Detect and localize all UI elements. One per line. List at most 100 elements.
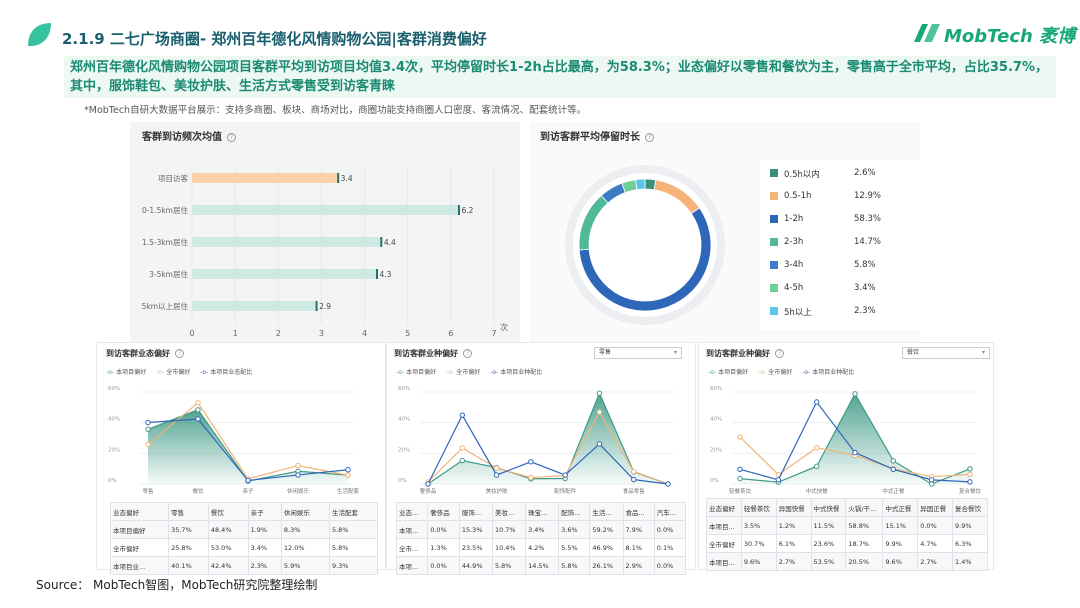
help-icon[interactable]: ?	[227, 132, 236, 142]
series-point	[852, 449, 858, 456]
dining-category-select[interactable]: 餐饮 ▾	[902, 347, 990, 359]
series-point	[665, 481, 671, 487]
category-label: 项目访客	[158, 173, 188, 183]
x-tick-label: 休闲娱乐	[287, 487, 310, 495]
series-point	[145, 426, 151, 432]
legend-entry[interactable]: -o- 全市偏好	[446, 369, 480, 376]
table-header-row: 业态偏好 轻餐茶饮 异国快餐 中式快餐 火锅/干... 中式正餐 异国正餐 复合餐饮	[706, 498, 988, 517]
series-point	[528, 474, 534, 481]
series-line	[427, 413, 669, 485]
x-tick-label: 奢侈品	[420, 487, 437, 495]
legend-label: 本项目业态配比	[208, 369, 253, 376]
mobtech-logo-icon	[914, 24, 940, 42]
x-tick-label: 轻餐茶饮	[729, 487, 752, 495]
x-unit-label: 次	[500, 322, 508, 332]
series-point	[596, 409, 603, 415]
legend-entry: 0.5-1h 12.9%	[766, 189, 916, 205]
platform-note: *MobTech自研大数据平台展示：支持多商圈、板块、商场对比，商圈功能支持商圈…	[84, 105, 587, 116]
table-cell: 26.1%	[589, 556, 624, 575]
table-row: 本项目... 9.6% 2.7% 53.5% 20.5% 9.6% 2.7% 1.4%	[706, 552, 988, 571]
x-tick-label: 配饰配件	[554, 487, 577, 495]
table-cell: 12.0%	[280, 538, 330, 557]
help-icon[interactable]: ?	[645, 132, 654, 142]
y-tick-label: 0%	[398, 478, 407, 484]
retail-preference-line-chart: 0% 20% 40% 60% 奢侈品 美妆护肤 配饰配件 食品零售	[398, 386, 674, 495]
x-tick-label: 餐饮	[192, 487, 204, 495]
table-cell: 8.1%	[622, 538, 655, 557]
bar-end-marker	[337, 173, 340, 183]
table-cell: 40.1%	[168, 556, 209, 575]
series-point	[890, 458, 897, 464]
legend-marker-icon: -o-	[708, 369, 717, 376]
table-cell: 7.9%	[622, 520, 655, 539]
table-cell: 53.5%	[810, 552, 847, 571]
logo-text: MobTech 袤博	[944, 26, 1076, 47]
page-title: 2.1.9 二七广场商圈- 郑州百年德化风情购物公园|客群消费偏好	[62, 30, 487, 48]
table-cell: 全市...	[395, 538, 429, 557]
legend-label: 本项目业种配比	[810, 369, 855, 376]
table-cell: 4.7%	[917, 534, 954, 553]
table-header-cell: 食品...	[622, 502, 655, 521]
table-cell: 5.8%	[328, 520, 379, 539]
table-cell: 9.6%	[740, 552, 777, 571]
legend-entry[interactable]: -o- 本项目业种配比	[490, 369, 542, 376]
y-tick-label: 20%	[398, 447, 410, 453]
legend-entry[interactable]: -o- 本项目偏好	[708, 369, 748, 376]
table-cell: 25.8%	[168, 538, 209, 557]
legend-marker-icon: -o-	[802, 369, 811, 376]
table-cell: 1.9%	[247, 520, 282, 539]
table-cell: 15.1%	[882, 516, 919, 535]
y-tick-label: 60%	[108, 386, 120, 392]
bar-end-marker	[376, 269, 379, 279]
table-cell: 42.4%	[207, 556, 249, 575]
series-point	[195, 416, 201, 422]
legend-entry[interactable]: -o- 本项目业态配比	[200, 369, 252, 376]
summary-text: 郑州百年德化风情购物公园项目客群平均到访项目均值3.4次，平均停留时长1-2h占…	[70, 60, 1048, 94]
legend-label: 全市偏好	[766, 369, 793, 376]
series-point	[813, 399, 820, 405]
retail-preference-title: 到访客群业种偏好?	[394, 348, 472, 359]
table-cell: 0.0%	[427, 520, 460, 539]
table-cell: 9.9%	[882, 534, 919, 553]
series-point	[813, 463, 820, 470]
legend-entry[interactable]: -o- 全市偏好	[758, 369, 792, 376]
series-point	[775, 477, 782, 483]
legend-entry: 3-4h 5.8%	[766, 258, 916, 274]
help-icon[interactable]: ?	[775, 349, 784, 358]
legend-label: 3-4h	[784, 260, 804, 270]
table-cell: 6.1%	[775, 534, 812, 553]
table-cell: 11.5%	[810, 516, 847, 535]
retail-category-select[interactable]: 零售 ▾	[594, 347, 682, 359]
x-tick-label: 1	[233, 329, 238, 338]
table-row: 全市偏好 25.8% 53.0% 3.4% 12.0% 5.8%	[109, 538, 379, 557]
table-cell: 6.3%	[952, 534, 988, 553]
table-cell: 本项目...	[706, 516, 742, 535]
help-icon[interactable]: ?	[175, 349, 184, 358]
y-tick-label: 20%	[710, 447, 722, 453]
legend-entry[interactable]: -o- 本项目偏好	[396, 369, 436, 376]
series-point	[890, 466, 897, 472]
table-header-cell: 业态偏好	[706, 498, 742, 517]
legend-entry[interactable]: -o- 本项目业种配比	[802, 369, 854, 376]
table-cell: 58.8%	[845, 516, 884, 535]
table-header-cell: 餐饮	[207, 502, 249, 521]
donut-slice	[635, 178, 646, 191]
table-header-cell: 服饰...	[458, 502, 493, 521]
y-tick-label: 60%	[710, 386, 722, 392]
legend-entry[interactable]: -o- 全市偏好	[156, 369, 190, 376]
table-row: 本项目偏好 35.7% 48.4% 1.9% 8.3% 5.8%	[109, 520, 379, 539]
visit-frequency-title-text: 客群到访频次均值	[142, 132, 222, 143]
help-icon[interactable]: ?	[463, 349, 472, 358]
legend-entry: 0.5h以内 2.6%	[766, 166, 916, 182]
series-point	[459, 445, 465, 451]
legend-value: 12.9%	[854, 191, 882, 201]
table-cell: 0.0%	[427, 556, 460, 575]
visit-frequency-title: 客群到访频次均值?	[142, 128, 236, 143]
table-cell: 0.0%	[653, 556, 687, 575]
y-tick-label: 20%	[108, 447, 120, 453]
dining-preference-legend: -o- 本项目偏好 -o- 全市偏好 -o- 本项目业种配比	[708, 367, 864, 376]
table-cell: 30.7%	[740, 534, 777, 553]
table-cell: 2.9%	[622, 556, 655, 575]
legend-entry[interactable]: -o- 本项目偏好	[106, 369, 146, 376]
table-header-cell: 异国正餐	[917, 498, 954, 517]
